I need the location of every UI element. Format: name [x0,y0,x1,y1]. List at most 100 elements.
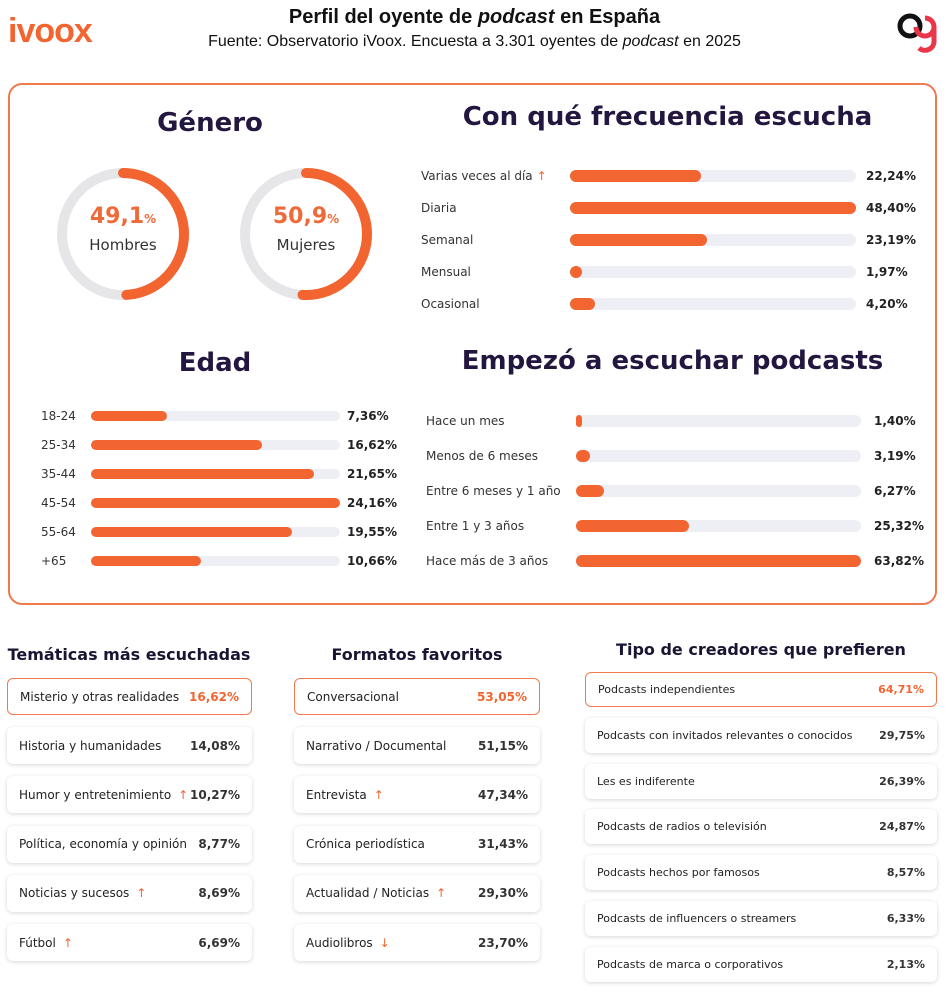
bar-track [576,520,861,532]
bar [570,234,708,246]
bar [91,527,293,537]
bar-value: 1,40% [874,414,916,428]
list-item: Podcasts de marca o corporativos 2,13% [585,946,937,982]
bar-value: 24,16% [347,496,397,510]
list-item: Narrativo / Documental 51,15% [294,727,540,765]
trend-up-icon: ↑ [373,787,384,802]
list-item-value: 16,62% [189,689,239,704]
list-item: Podcasts hechos por famosos 8,57% [585,855,937,891]
bar-label: Mensual [421,265,471,279]
list-item: Conversacional 53,05% [294,678,540,715]
bar-track [91,498,340,508]
list-item-value: 10,27% [190,787,240,802]
list-item-value: 53,05% [477,689,527,704]
bar-value: 25,32% [874,519,924,533]
bar-track [91,469,340,479]
list-item-label: Podcasts de marca o corporativos [597,957,784,971]
mujeres-label: Mujeres [276,236,336,254]
bar-value: 3,19% [874,449,916,463]
bar [91,440,263,450]
donut-arc-mujeres [240,168,372,300]
bar [91,469,315,479]
bar-value: 10,66% [347,554,397,568]
bar-track [570,298,856,310]
list-item-label: Podcasts de radios o televisión [597,820,767,834]
trend-up-icon: ↑ [436,886,447,901]
bar-track [91,440,340,450]
bar-value: 19,55% [347,525,397,539]
list-item: Entrevista ↑ 47,34% [294,776,540,814]
bar-label: +65 [41,554,67,568]
trend-up-icon: ↑ [536,169,547,183]
bar [570,202,856,214]
list-item-value: 29,75% [879,728,925,742]
bar-label: 18-24 [41,409,76,423]
bar-label: 55-64 [41,525,76,539]
creadores-title: Tipo de creadores que prefieren [616,640,906,659]
list-item-label: Entrevista ↑ [306,787,384,802]
list-item-label: Misterio y otras realidades [20,689,180,704]
ivoox-logo: ivoox [8,12,93,50]
bar-value: 6,27% [874,484,916,498]
list-item-value: 23,70% [478,935,528,950]
list-item: Noticias y sucesos ↑ 8,69% [7,874,252,912]
donut-hombres: 49,1% Hombres [53,164,193,304]
list-item-label: Historia y humanidades [19,738,162,753]
formatos-title: Formatos favoritos [331,645,503,664]
list-item-value: 14,08% [190,738,240,753]
bar-label: Entre 6 meses y 1 año [426,484,561,498]
list-item-value: 24,87% [879,820,925,834]
list-item-value: 8,57% [886,866,925,880]
bar-label: Diaria [421,201,457,215]
tematicas-title: Temáticas más escuchadas [7,645,251,664]
donut-arc-hombres [57,168,189,300]
bar-value: 7,36% [347,409,389,423]
list-item-value: 47,34% [478,787,528,802]
bar-track [576,485,861,497]
list-item: Podcasts con invitados relevantes o cono… [585,717,937,753]
bar-label: Entre 1 y 3 años [426,519,525,533]
list-item: Les es indiferente 26,39% [585,763,937,799]
list-item-value: 29,30% [478,886,528,901]
list-item: Crónica periodística 31,43% [294,825,540,863]
genero-title: Género [157,108,263,138]
bar-track [570,234,856,246]
list-item-label: Narrativo / Documental [306,738,447,753]
bar-track [576,415,861,427]
list-item-label: Les es indiferente [597,774,695,788]
list-item: Podcasts de radios o televisión 24,87% [585,809,937,845]
list-item-value: 6,33% [886,912,925,925]
list-item-value: 2,13% [886,957,925,971]
list-item-label: Crónica periodística [306,837,425,852]
bar-value: 48,40% [866,201,916,215]
list-item-value: 8,77% [198,837,240,852]
bar-label: Hace más de 3 años [426,554,549,568]
bar-value: 16,62% [347,438,397,452]
list-item: Política, economía y opinión 8,77% [7,825,252,863]
list-item-value: 64,71% [878,683,924,696]
summary-panel [8,83,937,605]
bar-value: 4,20% [866,297,908,311]
mujeres-pct: 50,9% [272,204,340,229]
list-item-label: Conversacional [307,689,399,704]
list-item: Fútbol ↑ 6,69% [7,924,252,961]
bar-label: 25-34 [41,438,76,452]
list-item-label: Podcasts de influencers o streamers [597,912,797,925]
list-item-label: Podcasts con invitados relevantes o cono… [597,728,853,742]
trend-up-icon: ↑ [178,787,189,802]
bar [570,266,582,278]
bar [576,450,591,462]
bar-label: Semanal [421,233,474,247]
list-item-label: Política, economía y opinión [19,837,187,852]
bar-value: 63,82% [874,554,924,568]
bar [91,498,340,508]
list-item: Misterio y otras realidades 16,62% [7,678,252,715]
list-item-value: 8,69% [198,886,240,901]
hombres-label: Hombres [89,236,157,254]
bar [576,485,604,497]
bar-track [576,555,861,567]
bar-label: 35-44 [41,467,76,481]
trend-down-icon: ↓ [379,935,390,950]
frecuencia-title: Con qué frecuencia escucha [462,102,873,132]
trend-up-icon: ↑ [136,886,147,901]
